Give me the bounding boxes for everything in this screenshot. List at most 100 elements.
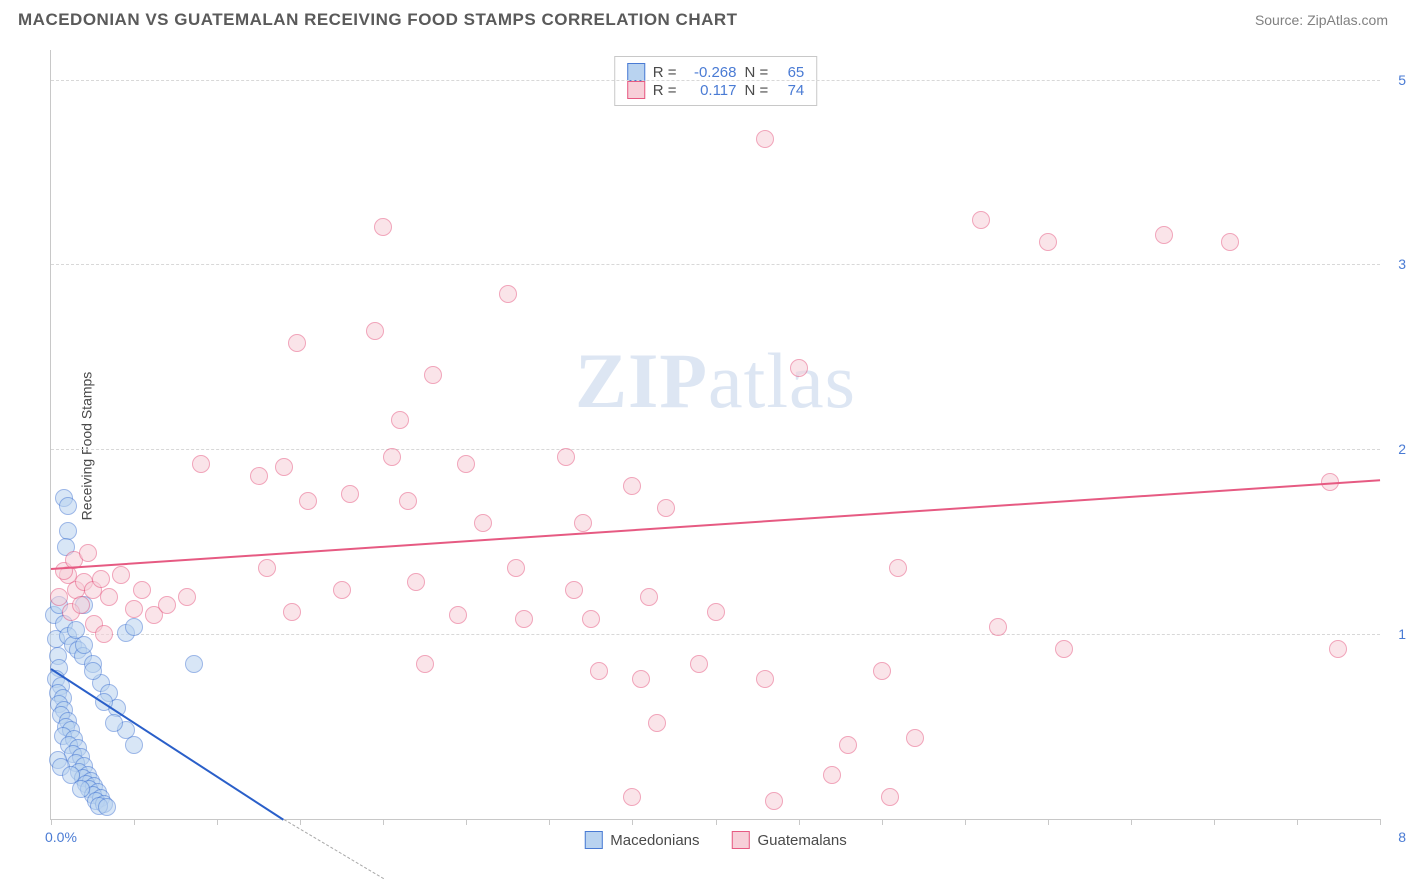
data-point	[574, 514, 592, 532]
x-tick	[300, 819, 301, 825]
data-point	[623, 788, 641, 806]
data-point	[416, 655, 434, 673]
data-point	[399, 492, 417, 510]
data-point	[640, 588, 658, 606]
data-point	[258, 559, 276, 577]
data-point	[125, 618, 143, 636]
gridline	[51, 264, 1380, 265]
data-point	[657, 499, 675, 517]
legend-label-guatemalans: Guatemalans	[758, 832, 847, 849]
data-point	[756, 130, 774, 148]
data-point	[192, 455, 210, 473]
data-point	[125, 736, 143, 754]
data-point	[95, 625, 113, 643]
x-tick	[1131, 819, 1132, 825]
y-tick-label: 25.0%	[1386, 441, 1406, 457]
data-point	[178, 588, 196, 606]
data-point	[158, 596, 176, 614]
data-point	[765, 792, 783, 810]
data-point	[275, 458, 293, 476]
data-point	[881, 788, 899, 806]
data-point	[590, 662, 608, 680]
data-point	[623, 477, 641, 495]
legend-label-macedonians: Macedonians	[610, 832, 699, 849]
x-tick	[882, 819, 883, 825]
legend-item-guatemalans: Guatemalans	[732, 831, 847, 849]
x-tick	[1048, 819, 1049, 825]
data-point	[250, 467, 268, 485]
chart-header: MACEDONIAN VS GUATEMALAN RECEIVING FOOD …	[0, 0, 1406, 30]
r-label: R =	[653, 64, 677, 81]
trend-line-extrapolation	[283, 819, 383, 879]
scatter-chart: ZIPatlas R = -0.268 N = 65 R = 0.117 N =…	[50, 50, 1380, 820]
watermark: ZIPatlas	[575, 336, 856, 426]
trend-line	[51, 479, 1380, 570]
swatch-macedonians	[627, 63, 645, 81]
data-point	[648, 714, 666, 732]
data-point	[125, 600, 143, 618]
legend-item-macedonians: Macedonians	[584, 831, 699, 849]
data-point	[474, 514, 492, 532]
n-value-macedonians: 65	[776, 64, 804, 81]
x-tick	[716, 819, 717, 825]
y-tick-label: 12.5%	[1386, 626, 1406, 642]
data-point	[133, 581, 151, 599]
data-point	[1329, 640, 1347, 658]
data-point	[499, 285, 517, 303]
x-tick	[466, 819, 467, 825]
data-point	[424, 366, 442, 384]
data-point	[889, 559, 907, 577]
data-point	[989, 618, 1007, 636]
data-point	[366, 322, 384, 340]
source-link[interactable]: ZipAtlas.com	[1307, 12, 1388, 28]
data-point	[333, 581, 351, 599]
data-point	[1221, 233, 1239, 251]
data-point	[72, 596, 90, 614]
data-point	[283, 603, 301, 621]
y-tick-label: 37.5%	[1386, 256, 1406, 272]
gridline	[51, 449, 1380, 450]
chart-legend: Macedonians Guatemalans	[584, 831, 846, 849]
data-point	[79, 544, 97, 562]
data-point	[374, 218, 392, 236]
data-point	[84, 662, 102, 680]
data-point	[756, 670, 774, 688]
x-tick	[1214, 819, 1215, 825]
watermark-bold: ZIP	[575, 337, 708, 424]
data-point	[873, 662, 891, 680]
data-point	[557, 448, 575, 466]
n-value-guatemalans: 74	[776, 82, 804, 99]
data-point	[383, 448, 401, 466]
data-point	[112, 566, 130, 584]
data-point	[565, 581, 583, 599]
data-point	[790, 359, 808, 377]
source-label: Source:	[1255, 12, 1303, 28]
x-tick	[1380, 819, 1381, 825]
data-point	[515, 610, 533, 628]
data-point	[288, 334, 306, 352]
data-point	[391, 411, 409, 429]
x-axis-origin-label: 0.0%	[45, 829, 77, 845]
watermark-light: atlas	[708, 337, 856, 424]
y-tick-label: 50.0%	[1386, 72, 1406, 88]
r-label: R =	[653, 82, 677, 99]
x-tick	[632, 819, 633, 825]
data-point	[75, 636, 93, 654]
data-point	[341, 485, 359, 503]
data-point	[507, 559, 525, 577]
n-label: N =	[745, 82, 769, 99]
data-point	[906, 729, 924, 747]
data-point	[1055, 640, 1073, 658]
r-value-guatemalans: 0.117	[685, 82, 737, 99]
data-point	[185, 655, 203, 673]
x-tick	[799, 819, 800, 825]
data-point	[92, 570, 110, 588]
swatch-guatemalans	[627, 81, 645, 99]
stats-row-macedonians: R = -0.268 N = 65	[627, 63, 805, 81]
data-point	[823, 766, 841, 784]
data-point	[105, 714, 123, 732]
data-point	[690, 655, 708, 673]
x-tick	[383, 819, 384, 825]
data-point	[707, 603, 725, 621]
data-point	[1155, 226, 1173, 244]
